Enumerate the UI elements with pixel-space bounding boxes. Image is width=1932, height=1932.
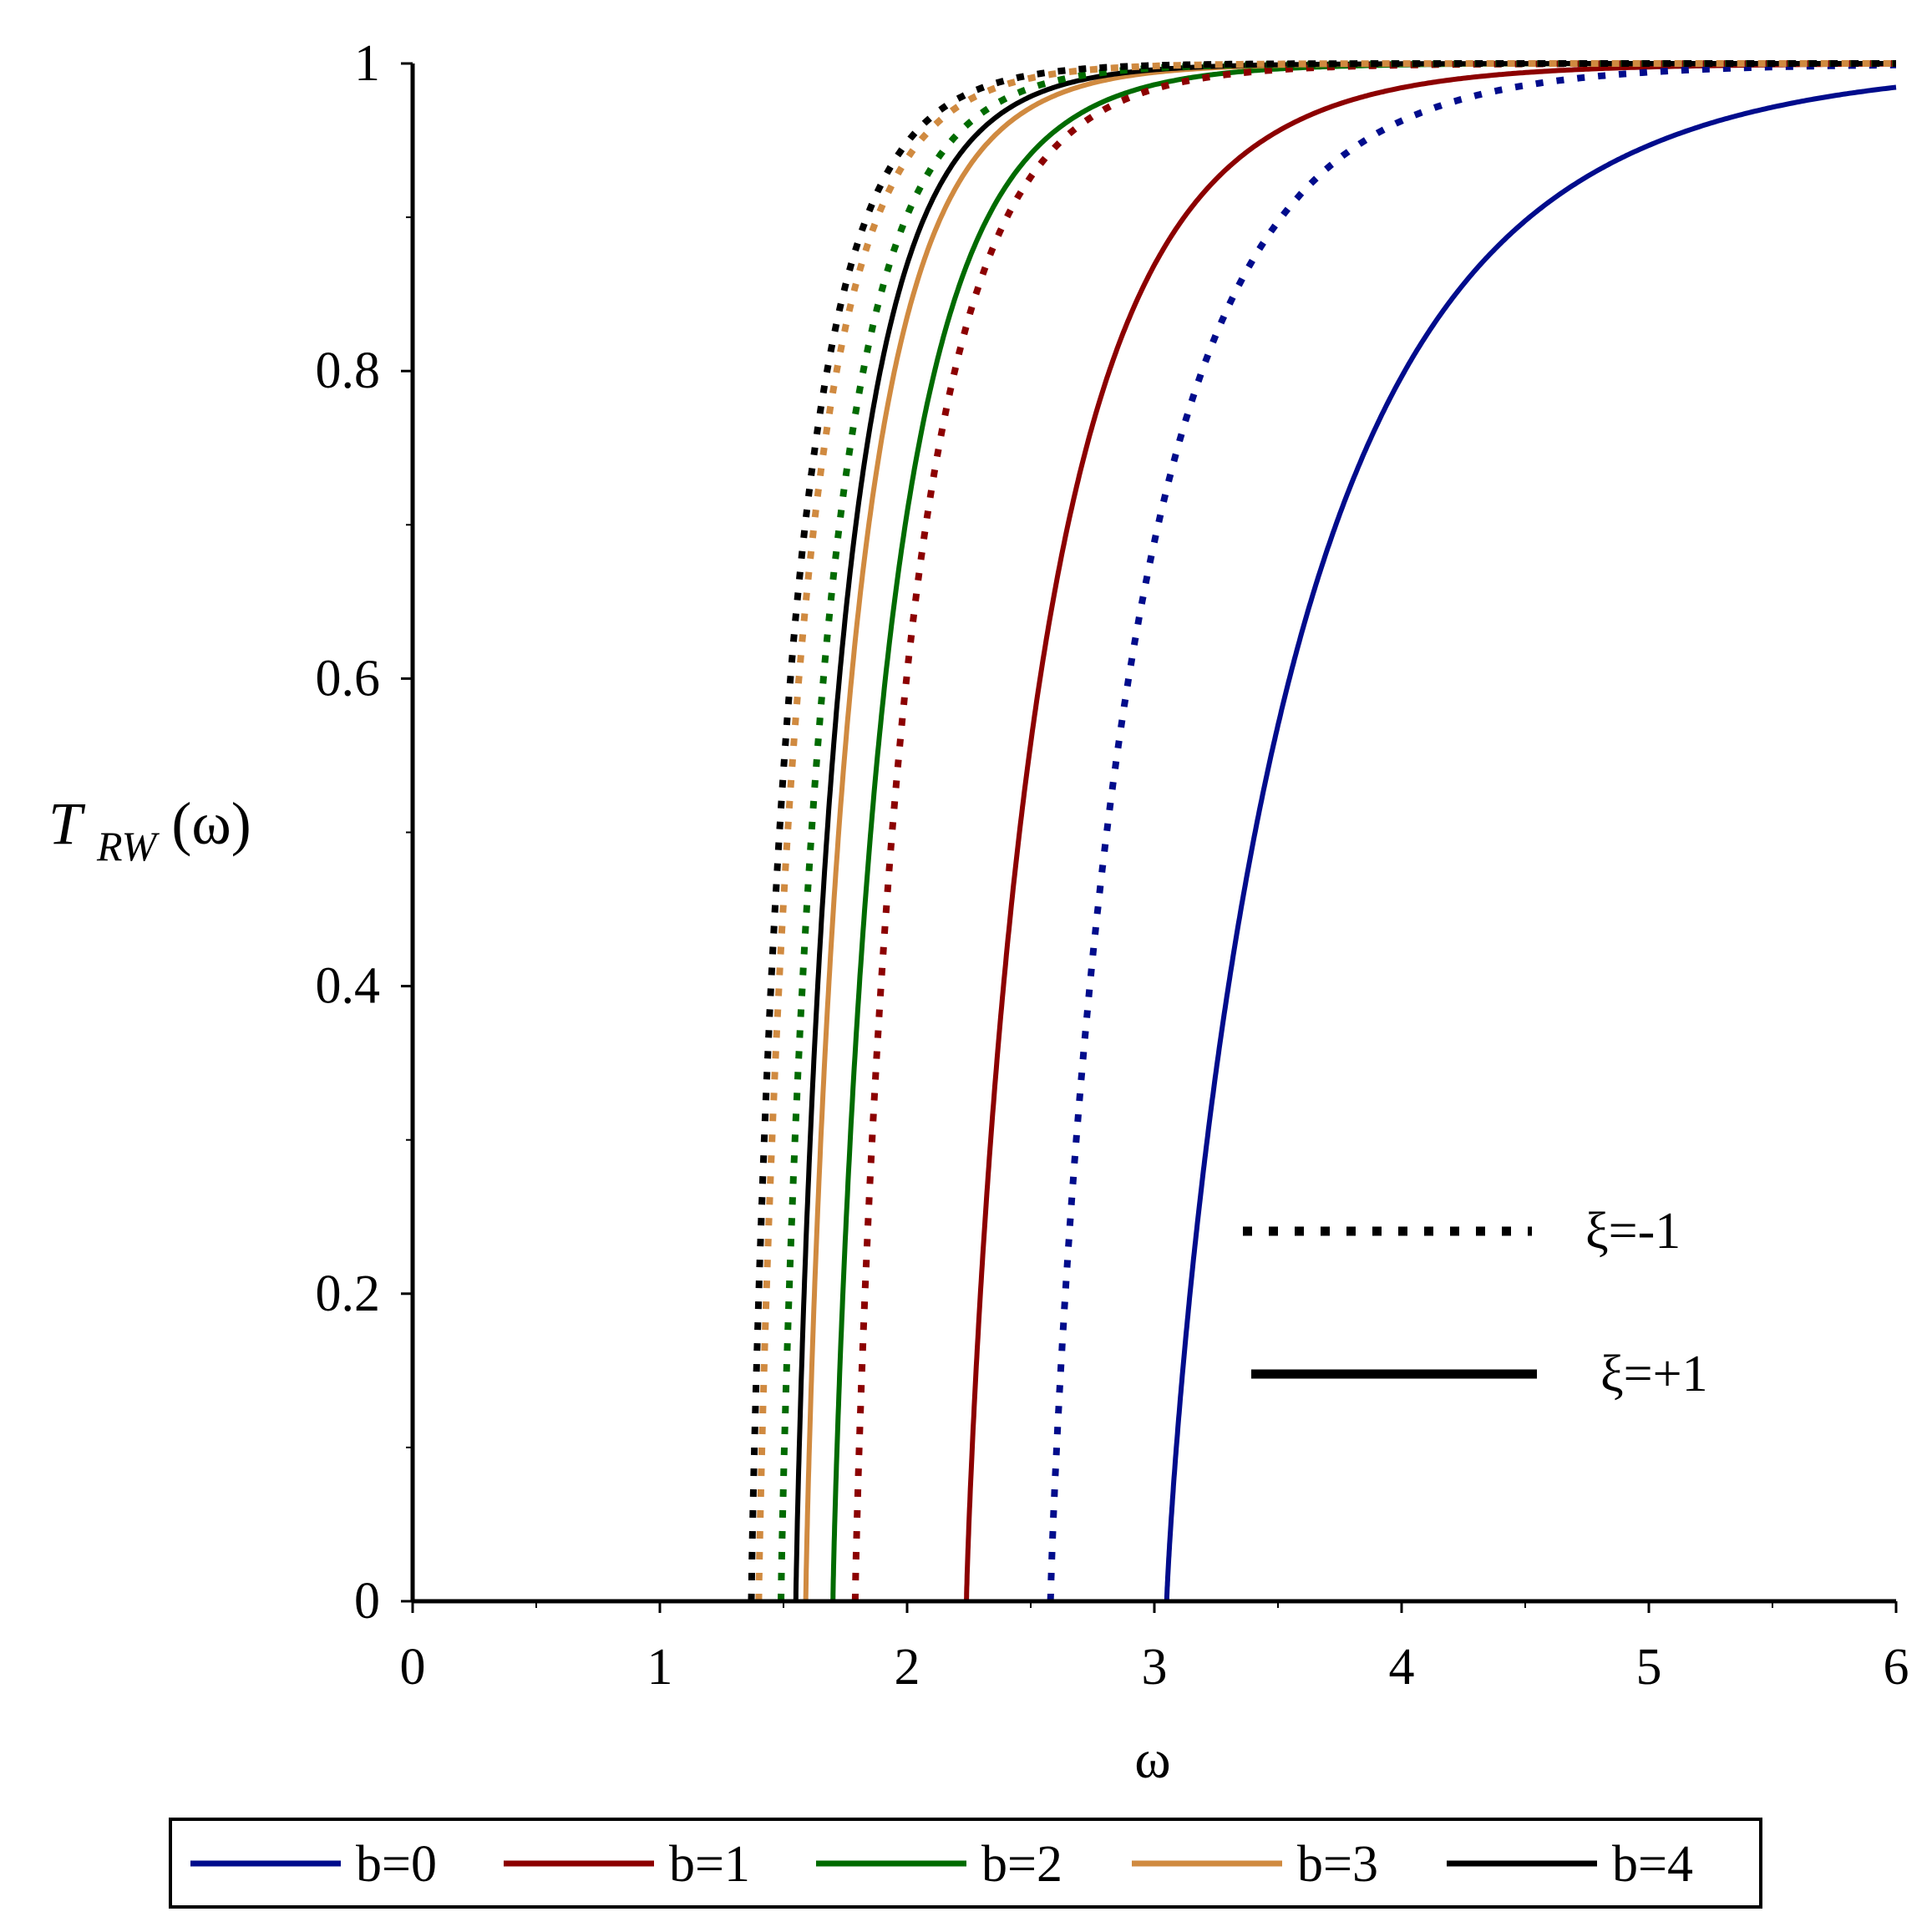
color-legend-label-b3: b=3 xyxy=(1297,1836,1378,1893)
y-tick-label: 1 xyxy=(354,35,380,92)
curves-layer xyxy=(748,60,1897,1602)
x-tick-label: 5 xyxy=(1636,1639,1662,1696)
y-axis-title-sub: RW xyxy=(96,823,160,870)
y-tick-label: 0 xyxy=(354,1573,380,1630)
y-axis-title-main: T xyxy=(48,790,86,857)
color-legend-label-b0: b=0 xyxy=(356,1836,437,1893)
y-axis-title: T RW (ω) xyxy=(48,790,251,874)
x-axis-title: ω xyxy=(1134,1729,1170,1790)
y-tick-label: 0.8 xyxy=(316,342,381,399)
x-tick-label: 3 xyxy=(1142,1639,1168,1696)
color-legend-label-b2: b=2 xyxy=(981,1836,1062,1893)
style-legend: ξ=-1 ξ=+1 xyxy=(1243,1203,1708,1402)
color-legend: b=0 b=1 b=2 b=3 b=4 xyxy=(169,1818,1762,1909)
y-tick-label: 0.2 xyxy=(316,1265,381,1322)
series-line-b0-xi-plus xyxy=(1164,84,1897,1601)
series-line-b4-xi-minus xyxy=(748,60,1896,1601)
series-line-b4-xi-plus xyxy=(793,61,1896,1601)
color-legend-label-b1: b=1 xyxy=(669,1836,750,1893)
x-tick-label: 2 xyxy=(895,1639,920,1696)
ticks-layer: 0 1 2 3 4 5 6 0 0.2 0.4 0.6 0.8 1 xyxy=(316,35,1909,1696)
x-tick-label: 1 xyxy=(647,1639,673,1696)
color-legend-label-b4: b=4 xyxy=(1612,1836,1693,1893)
x-tick-label: 0 xyxy=(400,1639,426,1696)
y-tick-label: 0.4 xyxy=(316,958,381,1015)
series-line-b1-xi-plus xyxy=(964,61,1896,1602)
x-tick-label: 6 xyxy=(1884,1639,1909,1696)
style-legend-solid-label: ξ=+1 xyxy=(1600,1346,1708,1402)
y-tick-label: 0.6 xyxy=(316,650,381,707)
x-tick-label: 4 xyxy=(1389,1639,1415,1696)
style-legend-dotted-label: ξ=-1 xyxy=(1585,1203,1681,1260)
y-axis-title-suffix: (ω) xyxy=(171,790,251,857)
